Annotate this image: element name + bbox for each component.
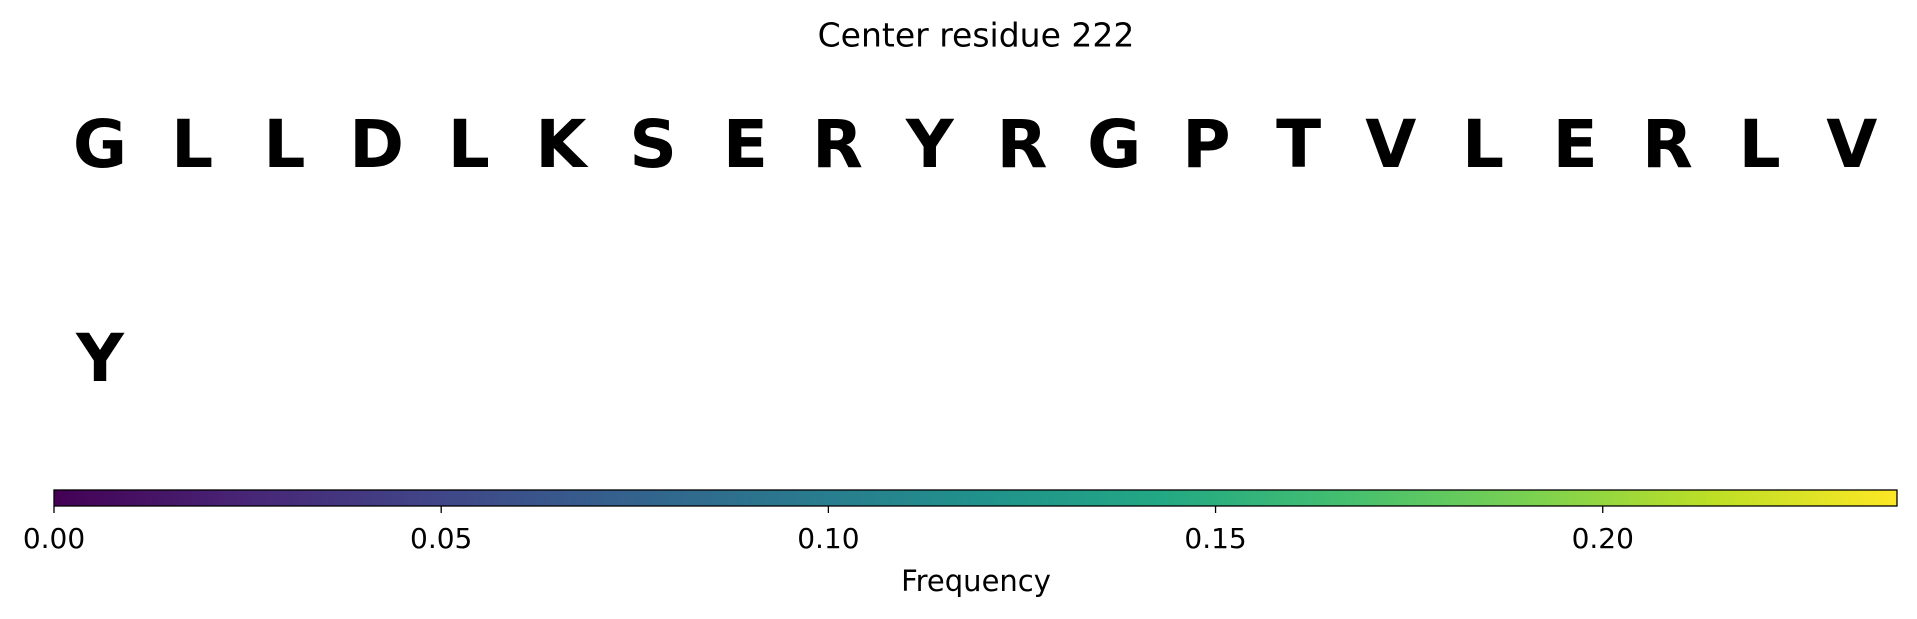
x-tick-label: 0.10 <box>797 522 859 555</box>
residue-letter: R <box>997 106 1048 183</box>
chart-title: Center residue 222 <box>818 16 1135 55</box>
residue-letter: L <box>448 106 490 183</box>
residue-letter: V <box>1826 106 1877 183</box>
residue-letter: K <box>535 106 589 183</box>
colorbar <box>53 489 1898 507</box>
residue-letter: L <box>263 106 305 183</box>
residue-letter: L <box>171 106 213 183</box>
residue-letter: P <box>1182 106 1230 183</box>
residue-letter: Y <box>75 320 125 397</box>
residue-letter: S <box>629 106 677 183</box>
x-tick-label: 0.15 <box>1184 522 1246 555</box>
residue-letter: T <box>1276 106 1321 183</box>
residue-letter: G <box>73 106 127 183</box>
residue-letter: V <box>1365 106 1416 183</box>
x-tick-label: 0.00 <box>23 522 85 555</box>
residue-letter: L <box>1462 106 1504 183</box>
residue-letter: Y <box>905 106 955 183</box>
residue-letter: R <box>1642 106 1693 183</box>
residue-letter: L <box>1739 106 1781 183</box>
residue-letter: E <box>723 106 768 183</box>
x-tick-label: 0.05 <box>410 522 472 555</box>
residue-letter: D <box>349 106 404 183</box>
x-tick-label: 0.20 <box>1572 522 1634 555</box>
residue-letter: E <box>1553 106 1598 183</box>
x-axis-label: Frequency <box>901 564 1051 598</box>
residue-letter: R <box>812 106 863 183</box>
residue-letter: G <box>1087 106 1141 183</box>
